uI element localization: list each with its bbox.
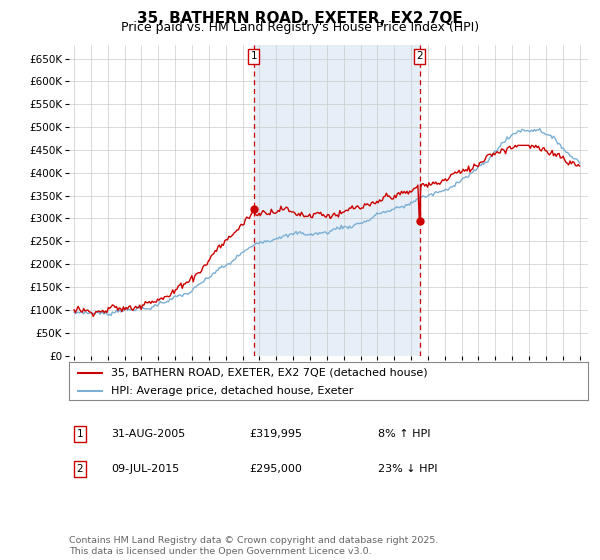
Text: 35, BATHERN ROAD, EXETER, EX2 7QE (detached house): 35, BATHERN ROAD, EXETER, EX2 7QE (detac… xyxy=(110,367,427,377)
Text: 1: 1 xyxy=(251,51,257,61)
Text: 31-AUG-2005: 31-AUG-2005 xyxy=(111,429,185,439)
Text: 2: 2 xyxy=(416,51,423,61)
Text: 2: 2 xyxy=(76,464,83,474)
Text: 23% ↓ HPI: 23% ↓ HPI xyxy=(378,464,437,474)
Text: £295,000: £295,000 xyxy=(249,464,302,474)
Bar xyxy=(254,45,420,356)
Text: 09-JUL-2015: 09-JUL-2015 xyxy=(111,464,179,474)
Text: £319,995: £319,995 xyxy=(249,429,302,439)
Text: 35, BATHERN ROAD, EXETER, EX2 7QE: 35, BATHERN ROAD, EXETER, EX2 7QE xyxy=(137,11,463,26)
Text: Contains HM Land Registry data © Crown copyright and database right 2025.
This d: Contains HM Land Registry data © Crown c… xyxy=(69,536,439,556)
Text: Price paid vs. HM Land Registry's House Price Index (HPI): Price paid vs. HM Land Registry's House … xyxy=(121,21,479,34)
Text: 8% ↑ HPI: 8% ↑ HPI xyxy=(378,429,431,439)
Text: HPI: Average price, detached house, Exeter: HPI: Average price, detached house, Exet… xyxy=(110,386,353,396)
Text: 1: 1 xyxy=(76,429,83,439)
